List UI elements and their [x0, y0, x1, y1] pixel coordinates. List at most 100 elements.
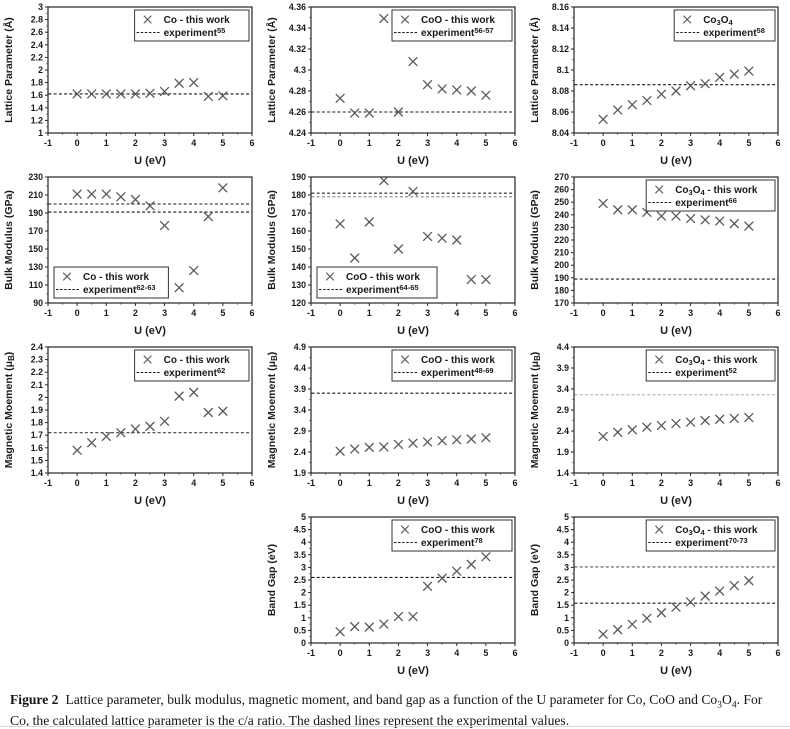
data-point — [87, 89, 97, 99]
chart-coo-magnetic-moment: 1.9 2.4 2.9 3.4 3.9 4.4 4.9 -1 0 1 2 3 4 5 6 CoO - this… — [266, 342, 518, 507]
x-tick-label: 2 — [396, 138, 401, 148]
y-tick-label: 1.6 — [31, 90, 43, 100]
y-tick-label: 260 — [554, 185, 569, 195]
data-point — [101, 189, 111, 199]
figure-caption-text: Lattice parameter, bulk modulus, magneti… — [10, 692, 763, 728]
y-tick-label: 4.9 — [294, 342, 306, 352]
legend-box — [134, 349, 250, 382]
x-tick-label: 5 — [220, 138, 225, 148]
chart-coo-bulk-modulus: 120 130 140 150 160 170 180 190 -1 0 1 2 3 4 5 6 CoO - t… — [266, 172, 518, 337]
y-tick-label: 150 — [28, 244, 43, 254]
legend-x-marker-icon — [655, 525, 664, 534]
legend-x-marker-icon — [143, 355, 152, 364]
x-tick-label: 4 — [454, 648, 459, 658]
y-tick-label: 2.2 — [31, 367, 43, 377]
y-tick-label: 4.3 — [294, 65, 306, 75]
x-tick-label: 3 — [162, 138, 167, 148]
x-tick-label: 5 — [746, 478, 751, 488]
data-point — [87, 189, 97, 199]
y-tick-label: 3.5 — [557, 550, 569, 560]
data-point — [116, 192, 126, 202]
legend-label: experiment70-73 — [675, 536, 748, 549]
x-tick-label: 5 — [746, 648, 751, 658]
data-point — [350, 253, 360, 263]
data-point — [598, 629, 608, 639]
data-point — [729, 580, 739, 591]
figure-cell-coo-magnetic-moment: 1.9 2.4 2.9 3.4 3.9 4.4 4.9 -1 0 1 2 3 4 5 6 CoO - this… — [263, 340, 526, 510]
x-axis-label: U (eV) — [660, 495, 692, 507]
y-tick-label: 200 — [554, 260, 569, 270]
y-tick-label: 4 — [564, 537, 569, 547]
chart-co-magnetic-moment: 1.4 1.5 1.6 1.7 1.8 1.9 2 2.1 2.2 2.3 2.4 -1 0 1 2 3 4 5 6… — [3, 342, 255, 507]
y-tick-label: 1.9 — [294, 468, 306, 478]
x-tick-label: 6 — [249, 478, 254, 488]
y-tick-label: 4.4 — [557, 342, 569, 352]
x-tick-label: 4 — [454, 308, 459, 318]
plot-border — [310, 6, 516, 134]
y-tick-label: 170 — [554, 298, 569, 308]
data-point — [72, 189, 82, 199]
data-point — [379, 175, 389, 186]
data-point — [598, 198, 608, 209]
x-tick-label: 2 — [133, 138, 138, 148]
data-point — [671, 602, 681, 612]
y-tick-label: 0.5 — [294, 625, 306, 635]
legend-x-marker-icon — [400, 525, 410, 534]
legend-label: Co3O4 - this work — [675, 525, 758, 537]
y-tick-label: 0.5 — [557, 625, 569, 635]
y-tick-label: 1.6 — [31, 443, 43, 453]
figure-cell-co-lattice-parameter: 1 1.2 1.4 1.6 1.8 2 2.2 2.4 2.6 2.8 3 -1 0 1 2 3 4 5 6 Co -… — [0, 0, 263, 170]
data-point — [481, 274, 491, 285]
x-tick-label: 4 — [191, 138, 196, 148]
data-point — [422, 437, 433, 447]
data-point — [408, 611, 418, 622]
x-tick-label: 2 — [133, 308, 138, 318]
y-tick-label: 1.8 — [31, 78, 43, 88]
data-point — [350, 108, 360, 118]
data-point — [656, 211, 667, 221]
x-tick-label: 2 — [396, 308, 401, 318]
x-axis-label: U (eV) — [134, 325, 166, 337]
x-tick-label: 1 — [367, 308, 372, 318]
data-point — [408, 438, 418, 448]
data-point — [393, 244, 404, 254]
y-tick-label: 90 — [33, 298, 43, 308]
figure-cell-co-bulk-modulus: 90 110 130 150 170 190 210 230 -1 0 1 2 3 4 5 6 Co - thi… — [0, 170, 263, 340]
x-tick-label: 6 — [512, 478, 517, 488]
legend-box — [645, 349, 776, 382]
x-axis-label: U (eV) — [660, 665, 692, 677]
y-tick-label: 0 — [301, 638, 306, 648]
data-point — [627, 100, 637, 110]
legend-label: experiment78 — [421, 536, 483, 549]
data-point — [685, 81, 696, 91]
y-tick-label: 3.4 — [294, 405, 306, 415]
data-point — [744, 412, 754, 423]
data-point — [145, 201, 155, 211]
x-tick-label: 1 — [104, 478, 109, 488]
data-point — [700, 79, 710, 89]
figure-caption: Figure 2 Lattice parameter, bulk modulus,… — [10, 691, 782, 729]
y-tick-label: 180 — [291, 190, 306, 200]
x-tick-label: -1 — [570, 138, 578, 148]
y-tick-label: 1.5 — [31, 455, 43, 465]
y-tick-label: 4.32 — [289, 44, 306, 54]
legend-label: Co3O4 - this work — [675, 355, 758, 367]
data-point — [627, 425, 637, 435]
y-axis-label: Lattice Parameter (Å) — [528, 17, 541, 123]
data-point — [452, 235, 462, 245]
legend-x-marker-icon — [400, 355, 410, 364]
y-tick-label: 2.2 — [31, 52, 43, 62]
y-tick-label: 270 — [554, 172, 569, 182]
x-tick-label: 4 — [717, 138, 722, 148]
x-tick-label: 0 — [338, 138, 343, 148]
data-point — [101, 431, 111, 442]
data-point — [671, 211, 681, 221]
data-point — [613, 205, 623, 215]
x-tick-label: 0 — [601, 138, 606, 148]
x-axis-label: U (eV) — [397, 495, 429, 507]
data-point — [335, 627, 345, 637]
data-point — [422, 231, 433, 242]
data-point — [116, 89, 126, 99]
x-tick-label: 4 — [191, 478, 196, 488]
data-point — [116, 428, 126, 438]
